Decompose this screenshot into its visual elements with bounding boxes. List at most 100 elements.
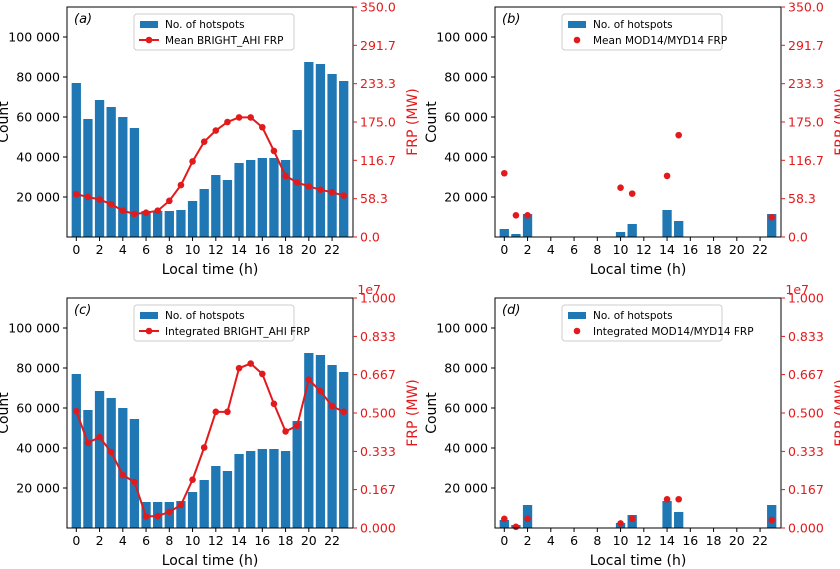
bar <box>187 492 198 528</box>
data-point <box>270 147 278 155</box>
y2-tick-label: 0.833 <box>360 329 396 344</box>
data-point <box>224 118 231 126</box>
y-tick-label: 20 000 <box>444 481 488 496</box>
bar <box>767 214 777 237</box>
y-axis-label: Count <box>0 392 12 434</box>
bar <box>269 449 279 528</box>
legend-label: Integrated BRIGHT_AHI FRP <box>165 326 310 338</box>
data-point <box>166 508 173 516</box>
x-axis-label: Local time (h) <box>590 553 687 569</box>
y2-tick-label: 0.333 <box>360 444 396 459</box>
x-axis-label: Local time (h) <box>162 262 259 278</box>
bar <box>211 175 221 237</box>
y-tick-label: 20 000 <box>16 190 60 205</box>
legend-swatch-marker <box>573 36 581 44</box>
bar <box>234 163 244 237</box>
x-tick-label: 10 <box>185 533 201 548</box>
x-tick-label: 14 <box>231 242 247 257</box>
data-point <box>224 408 231 416</box>
bar <box>234 454 244 528</box>
panel-b: 0 2 4 6 8 10 12 14 16 18 20 22 Local time (h) 20 000 4… <box>424 0 840 278</box>
data-point <box>200 444 208 451</box>
x-axis-label: Local time (h) <box>162 553 259 569</box>
legend-swatch-bar <box>568 21 586 28</box>
y2-tick-label: 0.333 <box>788 444 824 459</box>
data-point <box>73 407 80 415</box>
bar <box>71 374 81 528</box>
x-tick-label: 2 <box>96 533 104 548</box>
legend-label: No. of hotspots <box>593 19 673 31</box>
y-axis-label: Count <box>0 101 12 143</box>
bar <box>176 210 186 237</box>
bar <box>94 100 105 237</box>
data-point <box>282 172 289 180</box>
x-tick-label: 22 <box>752 533 768 548</box>
bar <box>315 355 326 528</box>
y2-tick-label: 175.0 <box>360 115 396 130</box>
y2-tick-label: 0.167 <box>788 482 824 497</box>
x-tick-label: 6 <box>142 242 150 257</box>
x-tick-label: 18 <box>706 242 722 257</box>
y-tick-label: 80 000 <box>16 70 60 85</box>
x-tick-label: 18 <box>278 533 294 548</box>
legend-swatch-bar <box>140 21 158 28</box>
bar <box>292 421 302 528</box>
y2-tick-label: 0.500 <box>788 406 824 421</box>
bar <box>257 158 267 237</box>
data-point <box>142 513 150 520</box>
x-axis-label: Local time (h) <box>590 262 687 278</box>
y-tick-label: 100 000 <box>436 321 488 336</box>
x-tick-label: 8 <box>593 533 601 548</box>
data-point <box>628 190 636 197</box>
legend-label: No. of hotspots <box>165 19 245 31</box>
x-tick-label: 12 <box>208 242 224 257</box>
data-point <box>282 428 289 435</box>
x-tick-label: 22 <box>324 533 340 548</box>
data-point <box>524 515 531 523</box>
y-tick-label: 60 000 <box>16 401 60 416</box>
bar <box>129 419 140 528</box>
data-point <box>270 400 278 408</box>
data-point <box>212 127 220 134</box>
y2-tick-label: 233.3 <box>788 76 824 91</box>
bar <box>222 471 233 528</box>
bar <box>327 365 337 528</box>
bar <box>94 391 105 528</box>
x-tick-label: 16 <box>682 533 698 548</box>
y2-tick-label: 0.500 <box>360 406 396 421</box>
x-tick-label: 10 <box>613 533 629 548</box>
bar <box>499 520 509 528</box>
data-point <box>247 360 254 367</box>
legend: No. of hotspots Integrated BRIGHT_AHI FRP <box>133 304 310 342</box>
y2-tick-label: 0.833 <box>788 329 824 344</box>
bar <box>662 501 672 528</box>
legend-label: No. of hotspots <box>165 310 245 322</box>
bar <box>83 410 93 528</box>
panel-label: (a) <box>74 12 92 27</box>
bar <box>269 158 279 237</box>
bar <box>246 451 256 528</box>
x-tick-label: 14 <box>659 242 675 257</box>
data-point <box>675 495 682 503</box>
y-tick-label: 40 000 <box>444 150 488 165</box>
bar <box>176 501 186 528</box>
data-point <box>177 181 185 189</box>
panel-label: (c) <box>74 303 91 318</box>
y2-tick-label: 0.0 <box>360 230 380 245</box>
x-tick-label: 8 <box>593 242 601 257</box>
bar <box>199 480 209 528</box>
y2-tick-label: 58.3 <box>360 191 388 206</box>
y2-offset-text: 1e7 <box>785 282 809 297</box>
data-point <box>293 422 301 429</box>
bar <box>304 353 314 528</box>
y2-axis-label: FRP (MW) <box>833 88 840 156</box>
x-tick-label: 2 <box>96 242 104 257</box>
x-tick-label: 22 <box>324 242 340 257</box>
data-point <box>675 131 682 139</box>
panel-a: 0 2 4 6 8 10 12 14 16 18 20 22 Local time (h) 20 000 4… <box>0 0 421 278</box>
bar <box>627 224 637 237</box>
data-point <box>119 207 127 215</box>
data-point <box>768 213 775 221</box>
y-axis-label: Count <box>424 392 440 434</box>
y-tick-label: 100 000 <box>8 30 60 45</box>
